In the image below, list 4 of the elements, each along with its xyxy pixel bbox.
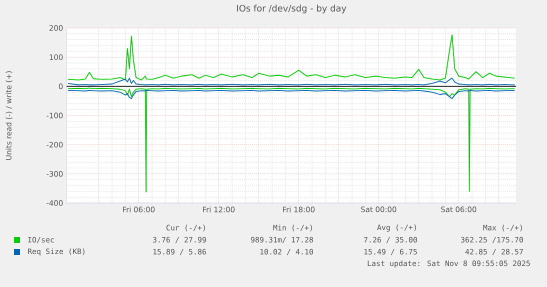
- line-series: [68, 34, 516, 80]
- line-series: [68, 90, 516, 100]
- chart-title: IOs for /dev/sdg - by day: [237, 4, 346, 14]
- line-series: [68, 78, 516, 86]
